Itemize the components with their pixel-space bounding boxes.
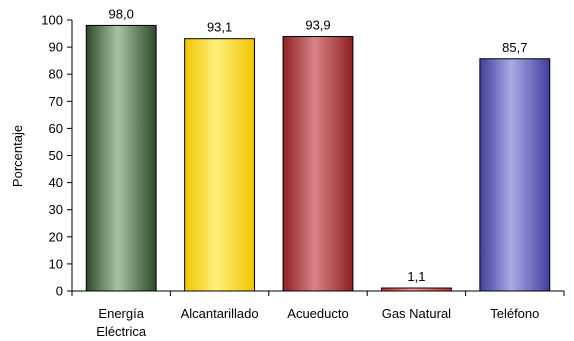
category-label-line: Eléctrica xyxy=(96,324,147,339)
category-label-line: Gas Natural xyxy=(382,306,451,321)
bar-2 xyxy=(184,38,256,292)
category-label-4: Gas Natural xyxy=(382,306,451,321)
bar-1 xyxy=(85,24,157,292)
data-label-1: 98,0 xyxy=(109,6,134,21)
category-label-line: Acueducto xyxy=(287,306,348,321)
data-label-5: 85,7 xyxy=(502,40,527,55)
data-labels-group: 98,0 93,1 93,9 1,1 85,7 xyxy=(109,6,528,284)
y-axis: 0 10 20 30 40 50 60 70 80 90 100 xyxy=(41,13,73,299)
category-label-line: Energía xyxy=(98,306,144,321)
y-tick-label: 80 xyxy=(49,67,63,82)
y-tick-label: 50 xyxy=(49,148,63,163)
category-label-line: Alcantarillado xyxy=(181,306,259,321)
bar-3 xyxy=(282,36,354,292)
y-tick-label: 60 xyxy=(49,121,63,136)
category-label-3: Acueducto xyxy=(287,306,348,321)
category-label-5: Teléfono xyxy=(490,306,539,321)
data-label-4: 1,1 xyxy=(407,269,425,284)
y-tick-label: 90 xyxy=(49,40,63,55)
bars-group xyxy=(85,24,551,292)
y-tick-label: 10 xyxy=(49,256,63,271)
category-label-2: Alcantarillado xyxy=(181,306,259,321)
bar-5 xyxy=(479,58,551,292)
category-label-1: Energía Eléctrica xyxy=(96,306,147,339)
y-axis-title: Porcentaje xyxy=(10,125,25,187)
data-label-2: 93,1 xyxy=(207,20,232,35)
y-tick-label: 70 xyxy=(49,94,63,109)
data-label-3: 93,9 xyxy=(305,18,330,33)
bar-4 xyxy=(380,287,452,292)
y-tick-label: 30 xyxy=(49,202,63,217)
y-tick-label: 100 xyxy=(41,13,63,28)
x-axis xyxy=(71,290,565,296)
y-tick-label: 0 xyxy=(56,284,63,299)
category-label-line: Teléfono xyxy=(490,306,539,321)
y-tick-label: 40 xyxy=(49,175,63,190)
y-tick-label: 20 xyxy=(49,229,63,244)
category-labels-group: Energía Eléctrica Alcantarillado Acueducto G… xyxy=(96,306,539,339)
